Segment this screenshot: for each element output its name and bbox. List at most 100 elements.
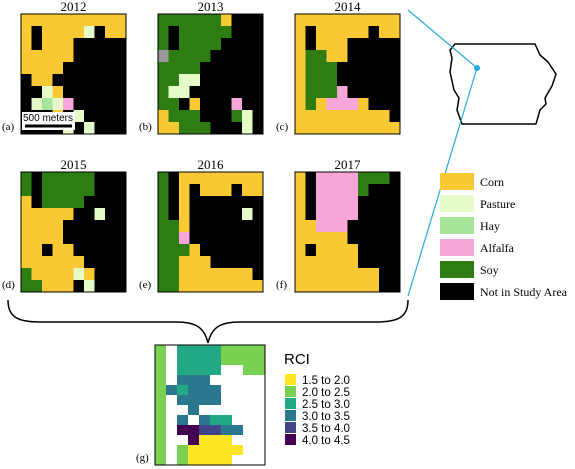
land-cell xyxy=(115,14,127,27)
land-cell xyxy=(52,244,64,257)
rci-cell xyxy=(254,425,266,436)
land-cell xyxy=(326,74,338,87)
rci-cell xyxy=(221,355,233,366)
land-cell xyxy=(210,74,222,87)
land-cell xyxy=(42,62,53,75)
land-cell xyxy=(337,208,348,221)
panel-border xyxy=(294,13,401,135)
land-cell xyxy=(73,232,85,245)
land-cell xyxy=(42,196,53,209)
rci-legend-swatch xyxy=(285,386,296,397)
land-cell xyxy=(389,110,401,123)
land-cell xyxy=(84,280,95,293)
land-cell xyxy=(305,220,317,233)
land-cell xyxy=(316,38,327,51)
land-cell xyxy=(210,110,222,123)
land-cell xyxy=(21,86,32,99)
land-cell xyxy=(105,74,116,87)
land-cell xyxy=(316,14,327,27)
land-cell xyxy=(42,208,53,221)
land-cell xyxy=(347,256,359,269)
rci-cell xyxy=(177,425,189,436)
legend-label: Corn xyxy=(480,175,504,189)
land-cell xyxy=(105,208,116,221)
land-cell xyxy=(358,196,369,209)
land-cell xyxy=(84,184,95,197)
land-cell xyxy=(210,232,222,245)
land-cell xyxy=(242,184,253,197)
land-cell xyxy=(316,244,327,257)
land-cell xyxy=(242,208,253,221)
land-cell xyxy=(252,268,264,281)
land-cell xyxy=(347,62,359,75)
land-cell xyxy=(379,244,390,257)
rci-cell xyxy=(221,425,233,436)
legend-swatch xyxy=(440,217,474,234)
land-cell xyxy=(158,50,169,63)
land-cell xyxy=(305,172,317,185)
rci-cell xyxy=(254,455,266,466)
rci-cell xyxy=(210,455,222,466)
land-cell xyxy=(252,122,264,135)
land-cell xyxy=(21,172,32,185)
land-cell xyxy=(368,244,380,257)
rci-cell xyxy=(166,365,178,376)
panel-year-title: 2013 xyxy=(198,0,224,14)
land-cell xyxy=(358,38,369,51)
land-cell xyxy=(337,172,348,185)
rci-cell xyxy=(188,375,200,386)
rci-cell xyxy=(254,415,266,426)
land-cell xyxy=(231,98,243,111)
land-cell xyxy=(179,196,190,209)
land-cell xyxy=(21,62,32,75)
land-cell xyxy=(189,268,201,281)
land-cell xyxy=(295,38,306,51)
land-cell xyxy=(179,50,190,63)
land-cell xyxy=(200,38,211,51)
land-cell xyxy=(179,256,190,269)
land-cell xyxy=(252,110,264,123)
land-cell xyxy=(242,232,253,245)
land-cell xyxy=(63,74,74,87)
land-cell xyxy=(189,62,201,75)
rci-cell xyxy=(254,355,266,366)
land-cell xyxy=(63,220,74,233)
land-cell xyxy=(63,62,74,75)
land-cell xyxy=(179,62,190,75)
land-cell xyxy=(305,62,317,75)
land-cell xyxy=(305,280,317,293)
rci-cell xyxy=(166,435,178,446)
land-cell xyxy=(158,208,169,221)
land-cell xyxy=(63,232,74,245)
panel-label: (c) xyxy=(276,121,289,133)
rci-cell xyxy=(210,365,222,376)
land-cell xyxy=(115,62,127,75)
rci-cell xyxy=(155,345,167,356)
land-cell xyxy=(231,196,243,209)
land-cell xyxy=(326,110,338,123)
land-cell xyxy=(252,196,264,209)
rci-cell xyxy=(243,375,255,386)
land-cell xyxy=(52,86,64,99)
land-cell xyxy=(63,172,74,185)
land-cell xyxy=(242,220,253,233)
land-cell xyxy=(326,86,338,99)
land-cell xyxy=(63,280,74,293)
land-cell xyxy=(168,26,180,39)
land-cell xyxy=(189,26,201,39)
land-cell xyxy=(210,50,222,63)
panel-year-title: 2015 xyxy=(61,157,87,172)
land-cell xyxy=(105,38,116,51)
rci-cell xyxy=(155,455,167,466)
land-cell xyxy=(179,184,190,197)
land-cell xyxy=(73,280,85,293)
land-cell xyxy=(231,184,243,197)
rci-cell xyxy=(254,445,266,456)
land-cell xyxy=(337,74,348,87)
land-cell xyxy=(242,268,253,281)
land-cell xyxy=(358,62,369,75)
land-cell xyxy=(31,14,43,27)
land-cell xyxy=(105,244,116,257)
rci-cell xyxy=(232,415,244,426)
land-cell xyxy=(115,110,127,123)
